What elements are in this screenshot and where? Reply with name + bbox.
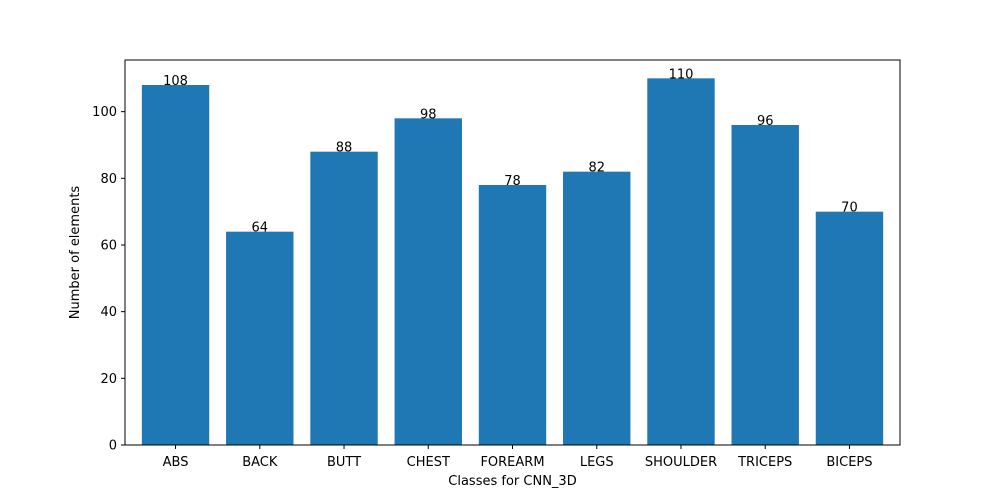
y-tick-label-100: 100 bbox=[92, 105, 117, 120]
data-label-triceps: 96 bbox=[757, 114, 774, 129]
data-label-chest: 98 bbox=[420, 107, 437, 122]
data-labels-layer: 108 64 88 98 78 82 110 96 70 bbox=[163, 67, 858, 235]
data-label-biceps: 70 bbox=[841, 201, 858, 216]
x-tick-label-abs: ABS bbox=[163, 455, 189, 470]
bar-biceps bbox=[815, 211, 884, 445]
bar-shoulder bbox=[647, 78, 715, 445]
x-tick-label-butt: BUTT bbox=[327, 455, 361, 470]
bar-legs bbox=[563, 171, 631, 445]
x-tick-label-back: BACK bbox=[242, 455, 278, 470]
bars-layer bbox=[141, 78, 884, 445]
data-label-shoulder: 110 bbox=[669, 67, 694, 82]
y-tick-label-0: 0 bbox=[109, 439, 117, 454]
y-axis-ticks: 0 20 40 60 80 100 bbox=[92, 105, 125, 454]
x-tick-label-chest: CHEST bbox=[407, 455, 450, 470]
x-tick-label-forearm: FOREARM bbox=[480, 455, 544, 470]
data-label-butt: 88 bbox=[336, 141, 353, 156]
data-label-abs: 108 bbox=[163, 74, 188, 89]
bar-chest bbox=[394, 118, 462, 445]
bar-abs bbox=[141, 85, 210, 445]
data-label-back: 64 bbox=[252, 221, 269, 236]
x-tick-label-triceps: TRICEPS bbox=[737, 455, 792, 470]
x-tick-label-legs: LEGS bbox=[580, 455, 614, 470]
y-axis-label: Number of elements bbox=[68, 186, 83, 320]
y-tick-label-60: 60 bbox=[100, 239, 117, 254]
x-tick-label-biceps: BICEPS bbox=[826, 455, 872, 470]
bar-triceps bbox=[731, 125, 799, 445]
data-label-forearm: 78 bbox=[504, 174, 521, 189]
bar-forearm bbox=[478, 185, 547, 445]
y-tick-label-40: 40 bbox=[100, 305, 117, 320]
y-tick-label-80: 80 bbox=[100, 172, 117, 187]
bar-back bbox=[226, 231, 294, 445]
data-label-legs: 82 bbox=[588, 161, 605, 176]
x-axis-label: Classes for CNN_3D bbox=[448, 474, 576, 489]
x-axis-ticks: ABS BACK BUTT CHEST FOREARM LEGS SHOULDER TRICE… bbox=[163, 445, 873, 470]
x-tick-label-shoulder: SHOULDER bbox=[645, 455, 717, 470]
bar-butt bbox=[310, 151, 378, 445]
y-tick-label-20: 20 bbox=[100, 372, 117, 387]
